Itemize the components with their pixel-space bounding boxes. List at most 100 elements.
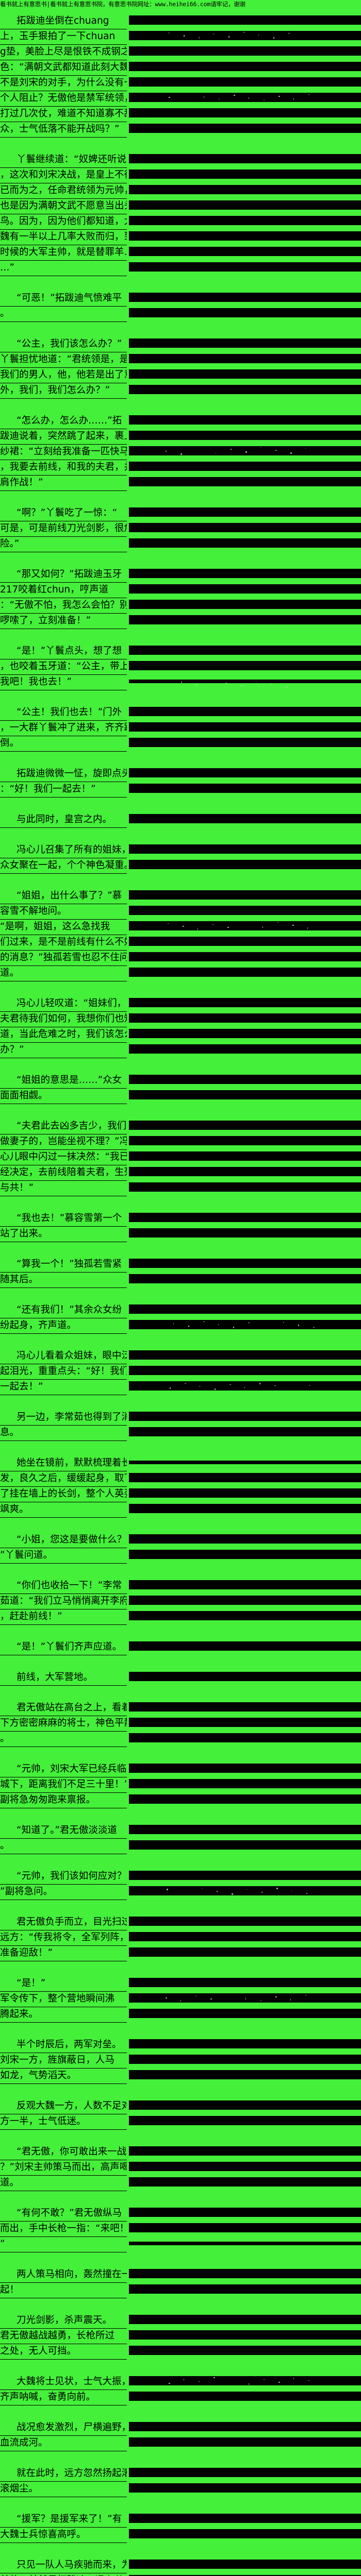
text-line: g垫，美脸上尽是恨铁不成钢之 <box>0 45 361 60</box>
text-line: 起！ <box>0 2283 361 2298</box>
line-content: 打过几次仗，难道不知道寡不敌 <box>0 107 127 122</box>
text-line: 鸟。因为，因为他们都知道，大 <box>0 214 361 230</box>
line-content: 首的，赫然是拓跋迪、冯心儿、 <box>0 2573 127 2576</box>
line-content: 道。 <box>0 966 127 981</box>
paragraph: 两人策马相向，轰然撞在一 起！ <box>0 2267 361 2298</box>
scan-artifact <box>229 1384 231 1385</box>
paragraph: 半个时辰后，两军对垒。 刘宋一方，旌旗蔽日，人马 如龙，气势滔天。 <box>0 2038 361 2084</box>
redaction-bar <box>129 2422 361 2431</box>
text-line: “援军？是援军来了！”有 <box>0 2512 361 2528</box>
scan-artifact <box>210 1998 212 1999</box>
line-content: 纷起身，齐声道。 <box>0 1318 127 1334</box>
line-content: 另一边，李常茹也得到了消 <box>0 1410 127 1426</box>
text-line: 打过几次仗，难道不知道寡不敌 <box>0 107 361 122</box>
text-line: 众女聚在一起，个个神色凝重。 <box>0 858 361 874</box>
redaction-bar <box>129 615 361 624</box>
text-line: “小姐，您这是要做什么？ <box>0 1533 361 1548</box>
text-line: 啰嗦了，立刻准备！” <box>0 614 361 629</box>
redaction-bar <box>129 415 361 425</box>
scan-artifact <box>181 682 182 683</box>
scan-artifact <box>278 2382 280 2383</box>
redaction-bar <box>129 1794 361 1804</box>
redaction-bar <box>129 569 361 578</box>
line-content: 容雪不解地问。 <box>0 904 127 920</box>
text-line: 就在此时，远方忽然扬起滚 <box>0 2466 361 2482</box>
line-content: “夫君此去凶多吉少，我们 <box>0 1119 127 1134</box>
text-line: 的消息？”独孤若雪也忍不住问 <box>0 951 361 966</box>
paragraph: 只见一队人马疾驰而来，为首的，赫然是拓跋迪、冯心儿、李常茹等人！ <box>0 2558 361 2576</box>
redaction-bar <box>129 1473 361 1482</box>
scan-artifact <box>293 2378 294 2379</box>
line-content: 时候的大军主帅，就是替罪羊… <box>0 245 127 261</box>
text-line: 茹道：“我们立马悄悄离开李府 <box>0 1594 361 1609</box>
redaction-bar <box>129 2208 361 2217</box>
line-content: 做妻子的，岂能坐视不理？”冯 <box>0 1134 127 1150</box>
text-line: 魏有一半以上几率大败而归，到 <box>0 230 361 245</box>
text-line: 纷起身，齐声道。 <box>0 1318 361 1334</box>
line-content: 之处，无人可挡。 <box>0 2344 127 2360</box>
redaction-bar <box>129 1136 361 1145</box>
redaction-bar <box>129 2039 361 2048</box>
redaction-bar <box>129 1274 361 1283</box>
line-content: 准备迎敌！” <box>0 1946 127 1961</box>
scan-artifact <box>170 1387 171 1389</box>
line-content: ”丫鬟问道。 <box>0 1548 127 1564</box>
redaction-bar <box>129 2330 361 2340</box>
line-content: 与此同时，皇宫之内。 <box>0 812 127 828</box>
paragraph: “君无傲，你可敢出来一战 ？”刘宋主帅策马而出，高声喝 道。 <box>0 2145 361 2191</box>
text-line: “姐姐的意思是……”众女 <box>0 1073 361 1089</box>
redaction-bar <box>129 1488 361 1498</box>
line-content: “算我一个！”独孤若雪紧 <box>0 1257 127 1273</box>
line-content: 大魏士兵惊喜高呼。 <box>0 2528 127 2543</box>
text-line: 们过来，是不是前线有什么不好 <box>0 935 361 951</box>
text-line: “是！” <box>0 1976 361 1992</box>
redaction-bar <box>129 2242 361 2245</box>
text-line: 心儿眼中闪过一抹决然：“我已 <box>0 1150 361 1165</box>
text-line: 。 <box>0 307 361 322</box>
redaction-bar <box>129 2468 361 2477</box>
redaction-bar <box>129 768 361 777</box>
redaction-bar <box>129 431 361 440</box>
text-line: 前线，大军营地。 <box>0 1670 361 1686</box>
line-content: 办？” <box>0 1043 127 1058</box>
line-content: “知道了。”君无傲淡淡道 <box>0 1823 127 1839</box>
paragraph: “姐姐，出什么事了？”慕 容雪不解地问。 “是啊，姐姐，这么急找我 们过来，是不是前线… <box>0 889 361 981</box>
line-content: “啊？”丫鬟吃了一惊：“ <box>0 506 127 521</box>
redaction-bar <box>129 1075 361 1084</box>
scan-artifact <box>232 1893 233 1895</box>
redaction-bar <box>129 1611 361 1620</box>
line-content: ，赶赴前线！” <box>0 1609 127 1625</box>
paragraph: “还有我们！”其余众女纷 纷起身，齐声道。 <box>0 1303 361 1334</box>
text-line: 齐声呐喊，奋勇向前。 <box>0 2390 361 2405</box>
scan-artifact <box>308 94 309 95</box>
text-line: 远方：“传我将令，全军列阵， <box>0 1930 361 1946</box>
redaction-bar <box>129 1029 361 1038</box>
redaction-bar <box>129 247 361 256</box>
paragraph: 拓跋迪坐倒在chuang 上，玉手狠拍了一下chuan g垫，美脸上尽是恨铁不成钢之… <box>0 14 361 138</box>
text-line: 险。” <box>0 537 361 552</box>
line-content: 君无傲越战越勇，长枪所过 <box>0 2329 127 2344</box>
line-content: “公主！我们也去！”门外 <box>0 705 127 721</box>
text-line: 君无傲越战越勇，长枪所过 <box>0 2329 361 2344</box>
scan-artifact <box>167 1889 168 1890</box>
text-line: ，也咬着玉牙道：“公主，带上 <box>0 659 361 675</box>
text-line: 发，良久之后，缓缓起身，取下 <box>0 1471 361 1487</box>
redaction-bar <box>129 1504 361 1513</box>
text-line: 反观大魏一方，人数不足对 <box>0 2099 361 2114</box>
text-line: 站了出来。 <box>0 1227 361 1242</box>
scan-artifact <box>275 450 276 451</box>
text-line: 两人策马相向，轰然撞在一 <box>0 2267 361 2283</box>
scan-artifact <box>313 1327 315 1328</box>
text-line: “元帅，刘宋大军已经兵临 <box>0 1762 361 1777</box>
text-line: 已而为之，任命君统领为元帅， <box>0 183 361 199</box>
text-line: 外，我们，我们怎么办？” <box>0 383 361 399</box>
line-content: 的消息？”独孤若雪也忍不住问 <box>0 951 127 966</box>
text-line: 跋迪说着，突然跳了起来，裹上 <box>0 429 361 445</box>
text-line: 血流成河。 <box>0 2436 361 2451</box>
redaction-bar <box>129 2483 361 2493</box>
text-line: 半个时辰后，两军对垒。 <box>0 2038 361 2053</box>
line-content: ”副将急问。 <box>0 1885 127 1900</box>
redaction-bar <box>129 952 361 961</box>
text-line: 大魏将士见状，士气大振， <box>0 2375 361 2390</box>
paragraph: “你们也收拾一下！”李常 茹道：“我们立马悄悄离开李府 ，赶赴前线！” <box>0 1579 361 1625</box>
